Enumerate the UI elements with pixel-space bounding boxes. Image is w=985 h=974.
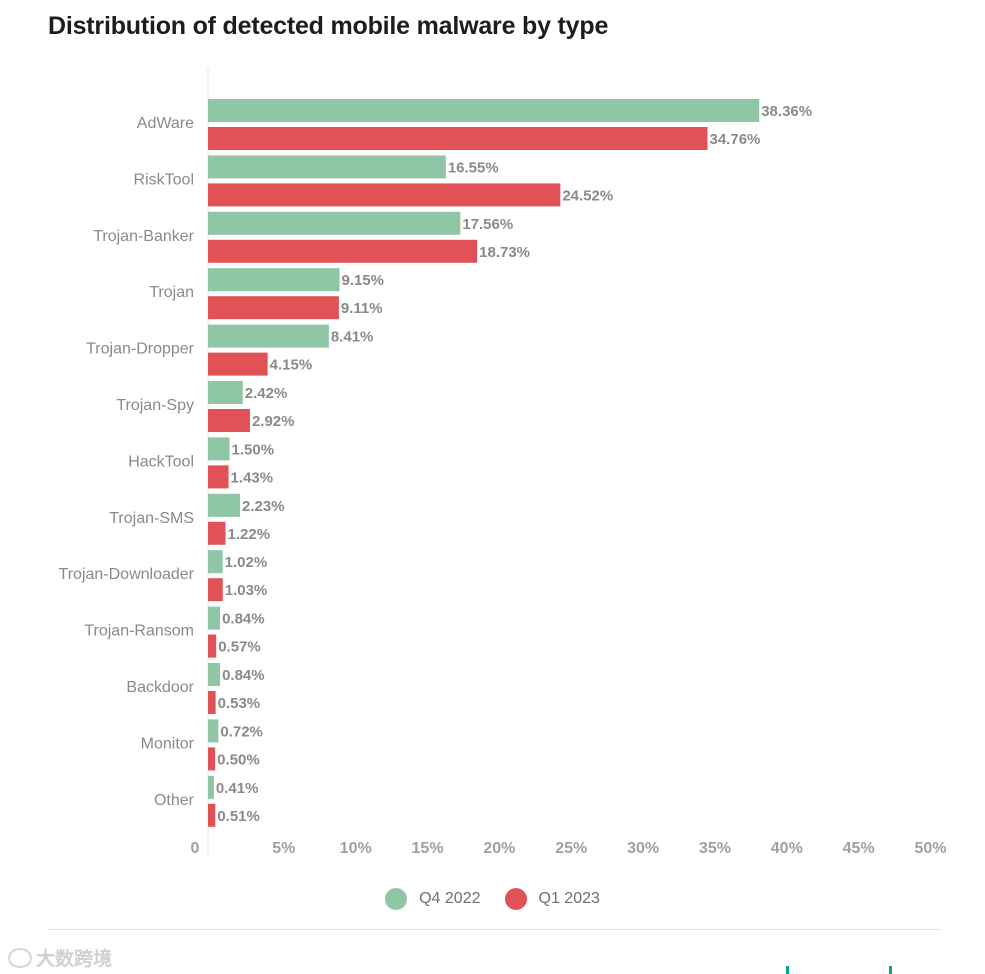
data-label-q1-2023-trojan: 9.11%: [341, 300, 383, 317]
x-tick-label-2: 10%: [340, 840, 372, 857]
data-label-q4-2022-trojan: 9.15%: [341, 272, 384, 289]
data-label-q1-2023-trojan-dropper: 4.15%: [270, 357, 313, 374]
data-label-q1-2023-trojan-sms: 1.22%: [228, 526, 271, 543]
data-label-q4-2022-trojan-spy: 2.42%: [245, 385, 288, 402]
bar-chart: AdWare 38.36%34.76% RiskTool 16.55% 24.52% Tr…: [59, 68, 947, 858]
footer-mark-left: [786, 966, 789, 974]
category-label-trojan-dropper: Trojan-Dropper: [86, 341, 195, 358]
bar-q4-2022-trojan-downloader: [208, 550, 223, 574]
x-tick-label-7: 35%: [699, 840, 731, 857]
bar-q1-2023-hacktool: [208, 465, 229, 489]
bar-q4-2022-trojan: [208, 268, 340, 292]
category-label-trojan-downloader: Trojan-Downloader: [59, 566, 195, 583]
data-label-q4-2022-trojan-dropper: 8.41%: [331, 329, 374, 346]
bar-q4-2022-trojan-spy: [208, 381, 243, 404]
category-label-adware: AdWare: [137, 115, 194, 132]
data-label-q4-2022-adware: 38.36%: [761, 103, 812, 120]
data-label-q1-2023-trojan-banker: 18.73%: [479, 244, 530, 261]
legend-swatch-q1-2023: [504, 888, 527, 910]
category-label-risktool: RiskTool: [134, 171, 194, 188]
x-tick-label-9: 45%: [843, 840, 875, 857]
data-label-q4-2022-risktool: 16.55%: [448, 159, 499, 176]
chart-title: Distribution of detected mobile malware …: [48, 12, 609, 40]
bar-q4-2022-trojan-ransom: [208, 606, 221, 630]
category-label-trojan-sms: Trojan-SMS: [109, 510, 194, 527]
x-tick-label-10: 50%: [914, 840, 946, 857]
x-tick-label-0: 0: [191, 840, 200, 857]
footer-mark-right: [889, 966, 892, 974]
legend-label-q1-2023: Q1 2023: [538, 890, 600, 907]
bar-q1-2023-trojan-sms: [208, 521, 226, 545]
data-label-q1-2023-adware: 34.76%: [710, 131, 761, 148]
bar-q4-2022-risktool: [208, 155, 446, 179]
bar-q1-2023-trojan: [208, 296, 339, 320]
data-label-q4-2022-backdoor: 0.84%: [222, 667, 265, 684]
watermark-logo-icon: [8, 947, 32, 968]
data-label-q4-2022-trojan-sms: 2.23%: [242, 498, 285, 515]
bar-q1-2023-monitor: [208, 747, 216, 771]
data-label-q1-2023-risktool: 24.52%: [562, 187, 613, 204]
bar-q4-2022-backdoor: [208, 663, 221, 686]
data-label-q1-2023-hacktool: 1.43%: [231, 469, 274, 486]
watermark: 大数跨境: [8, 944, 112, 971]
bar-q1-2023-adware: [208, 127, 708, 150]
footer-divider: [48, 929, 941, 930]
category-label-other: Other: [154, 792, 195, 809]
legend-item-q1-2023[interactable]: Q1 2023: [504, 888, 600, 910]
category-label-trojan-banker: Trojan-Banker: [93, 228, 194, 245]
data-label-q1-2023-other: 0.51%: [217, 808, 260, 825]
bar-q1-2023-trojan-spy: [208, 409, 250, 432]
data-label-q4-2022-trojan-banker: 17.56%: [462, 216, 513, 233]
category-label-hacktool: HackTool: [128, 453, 194, 470]
x-tick-label-8: 40%: [771, 840, 803, 857]
data-label-q1-2023-monitor: 0.50%: [217, 751, 260, 768]
bar-q1-2023-trojan-ransom: [208, 634, 217, 658]
bar-q4-2022-hacktool: [208, 437, 230, 461]
legend-item-q4-2022[interactable]: Q4 2022: [385, 888, 481, 910]
x-tick-label-1: 5%: [272, 840, 295, 857]
data-label-q1-2023-trojan-ransom: 0.57%: [218, 639, 261, 656]
bar-q4-2022-other: [208, 775, 214, 799]
category-label-trojan-spy: Trojan-Spy: [116, 397, 194, 414]
bar-q1-2023-trojan-banker: [208, 239, 478, 263]
category-label-trojan: Trojan: [149, 284, 194, 301]
data-label-q4-2022-other: 0.41%: [216, 780, 259, 797]
bar-q1-2023-other: [208, 803, 216, 827]
bar-q4-2022-monitor: [208, 719, 219, 743]
legend-label-q4-2022: Q4 2022: [419, 890, 481, 907]
bar-q1-2023-risktool: [208, 183, 561, 207]
bar-q4-2022-adware: [208, 99, 760, 122]
x-tick-label-6: 30%: [627, 840, 659, 857]
x-tick-label-4: 20%: [483, 840, 515, 857]
legend-swatch-q4-2022: [385, 888, 408, 910]
data-label-q1-2023-trojan-downloader: 1.03%: [225, 582, 268, 599]
data-label-q4-2022-hacktool: 1.50%: [232, 441, 275, 458]
bar-q4-2022-trojan-banker: [208, 211, 461, 235]
data-label-q4-2022-trojan-downloader: 1.02%: [225, 554, 268, 571]
x-tick-label-5: 25%: [555, 840, 587, 857]
x-tick-label-3: 15%: [412, 840, 444, 857]
bar-q1-2023-trojan-downloader: [208, 578, 223, 602]
bar-q4-2022-trojan-sms: [208, 493, 241, 517]
bar-q1-2023-backdoor: [208, 691, 216, 714]
watermark-text: 大数跨境: [36, 949, 113, 970]
category-label-trojan-ransom: Trojan-Ransom: [84, 623, 194, 640]
data-label-q1-2023-trojan-spy: 2.92%: [252, 413, 295, 430]
category-label-monitor: Monitor: [141, 735, 195, 752]
data-label-q4-2022-trojan-ransom: 0.84%: [222, 611, 265, 628]
data-label-q1-2023-backdoor: 0.53%: [218, 695, 261, 712]
bar-q4-2022-trojan-dropper: [208, 324, 329, 348]
category-label-backdoor: Backdoor: [126, 679, 194, 696]
bar-q1-2023-trojan-dropper: [208, 352, 268, 376]
data-label-q4-2022-monitor: 0.72%: [220, 723, 263, 740]
chart-legend: Q4 2022 Q1 2023: [0, 888, 985, 910]
